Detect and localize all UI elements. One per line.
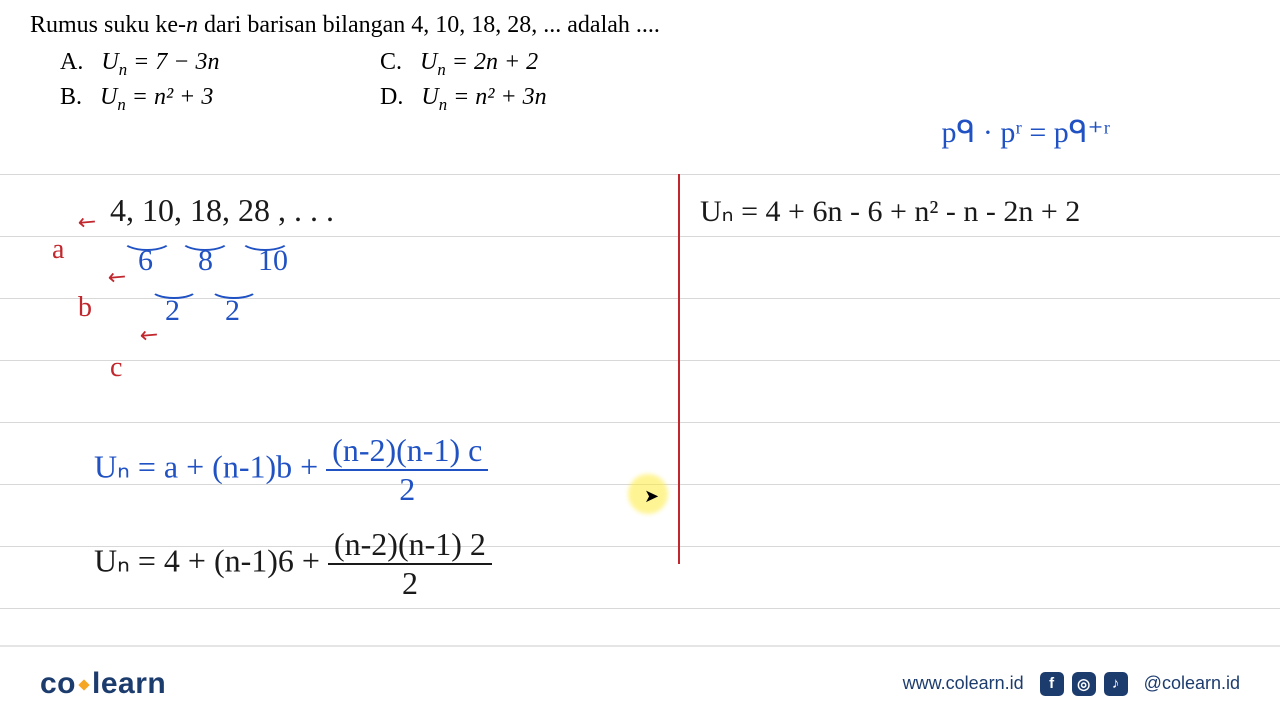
right-expanded: Uₙ = 4 + 6n - 6 + n² - n - 2n + 2 <box>700 194 1080 229</box>
formula-general: Uₙ = a + (n-1)b + (n-2)(n-1) c2 <box>94 432 488 508</box>
option-c: C. Un = 2n + 2 <box>380 49 700 80</box>
opt-c-rhs: = 2n + 2 <box>446 49 538 75</box>
brand-logo: colearn <box>40 667 166 701</box>
facebook-icon: f <box>1040 672 1064 696</box>
arrow-icon: ↙ <box>134 319 165 351</box>
frac-bot: 2 <box>328 565 492 602</box>
arrow-icon: ↙ <box>102 261 133 293</box>
q-post: dari barisan bilangan 4, 10, 18, 28, ...… <box>198 12 660 38</box>
opt-d-lhs: U <box>421 84 438 110</box>
question-text: Rumus suku ke-n dari barisan bilangan 4,… <box>30 12 1250 39</box>
formula-general-lhs: Uₙ = a + (n-1)b + <box>94 448 326 484</box>
frac-bot: 2 <box>326 471 488 508</box>
formula-general-frac: (n-2)(n-1) c2 <box>326 432 488 508</box>
diff2-b: 2 <box>225 294 240 328</box>
opt-a-rhs: = 7 − 3n <box>127 49 219 75</box>
arrow-icon: ↙ <box>72 206 103 238</box>
label-c: c <box>110 352 122 384</box>
formula-sub-lhs: Uₙ = 4 + (n-1)6 + <box>94 542 328 578</box>
footer-right: www.colearn.id f ◎ ♪ @colearn.id <box>903 672 1240 696</box>
vertical-divider <box>678 174 680 564</box>
opt-c-label: C. <box>380 49 402 75</box>
diff1-b: 8 <box>198 244 213 278</box>
option-d: D. Un = n² + 3n <box>380 84 700 115</box>
footer-handle: @colearn.id <box>1144 673 1240 694</box>
opt-b-label: B. <box>60 84 82 110</box>
q-var: n <box>186 12 198 38</box>
options-grid: A. Un = 7 − 3n B. Un = n² + 3 C. Un = 2n… <box>30 49 1250 119</box>
label-b: b <box>78 292 92 324</box>
opt-c-lhs: U <box>420 49 437 75</box>
notebook-area: 4, 10, 18, 28 , . . . 6 8 10 2 2 ↙ a ↙ b… <box>0 174 1280 645</box>
social-icons: f ◎ ♪ <box>1040 672 1128 696</box>
opt-d-rhs: = n² + 3n <box>447 84 547 110</box>
logo-co: co <box>40 667 76 700</box>
diff1-a: 6 <box>138 244 153 278</box>
opt-a-label: A. <box>60 49 83 75</box>
logo-learn: learn <box>92 667 166 700</box>
option-a: A. Un = 7 − 3n <box>60 49 380 80</box>
frac-top: (n-2)(n-1) c <box>326 432 488 471</box>
opt-d-sub: n <box>439 95 447 114</box>
option-b: B. Un = n² + 3 <box>60 84 380 115</box>
rule-line <box>0 422 1280 423</box>
label-a: a <box>52 234 64 266</box>
question-block: Rumus suku ke-n dari barisan bilangan 4,… <box>0 0 1280 119</box>
cursor-arrow-icon: ➤ <box>644 486 659 507</box>
rule-line <box>0 174 1280 175</box>
rule-line <box>0 360 1280 361</box>
opt-a-sub: n <box>119 60 127 79</box>
opt-a-lhs: U <box>101 49 118 75</box>
diff2-a: 2 <box>165 294 180 328</box>
q-pre: Rumus suku ke- <box>30 12 186 38</box>
opt-c-sub: n <box>437 60 445 79</box>
frac-top: (n-2)(n-1) 2 <box>328 526 492 565</box>
diff1-c: 10 <box>258 244 288 278</box>
footer-url: www.colearn.id <box>903 673 1024 694</box>
instagram-icon: ◎ <box>1072 672 1096 696</box>
logo-dot-icon <box>76 667 92 700</box>
formula-sub-frac: (n-2)(n-1) 22 <box>328 526 492 602</box>
opt-b-lhs: U <box>100 84 117 110</box>
sequence-text: 4, 10, 18, 28 , . . . <box>110 192 334 229</box>
exponent-rule-note: pᑫ · pʳ = pᑫ⁺ʳ <box>942 115 1111 150</box>
tiktok-icon: ♪ <box>1104 672 1128 696</box>
opt-b-rhs: = n² + 3 <box>126 84 214 110</box>
formula-substituted: Uₙ = 4 + (n-1)6 + (n-2)(n-1) 22 <box>94 526 492 602</box>
opt-b-sub: n <box>117 95 125 114</box>
opt-d-label: D. <box>380 84 403 110</box>
footer-bar: colearn www.colearn.id f ◎ ♪ @colearn.id <box>0 645 1280 720</box>
rule-line <box>0 608 1280 609</box>
rule-line <box>0 298 1280 299</box>
